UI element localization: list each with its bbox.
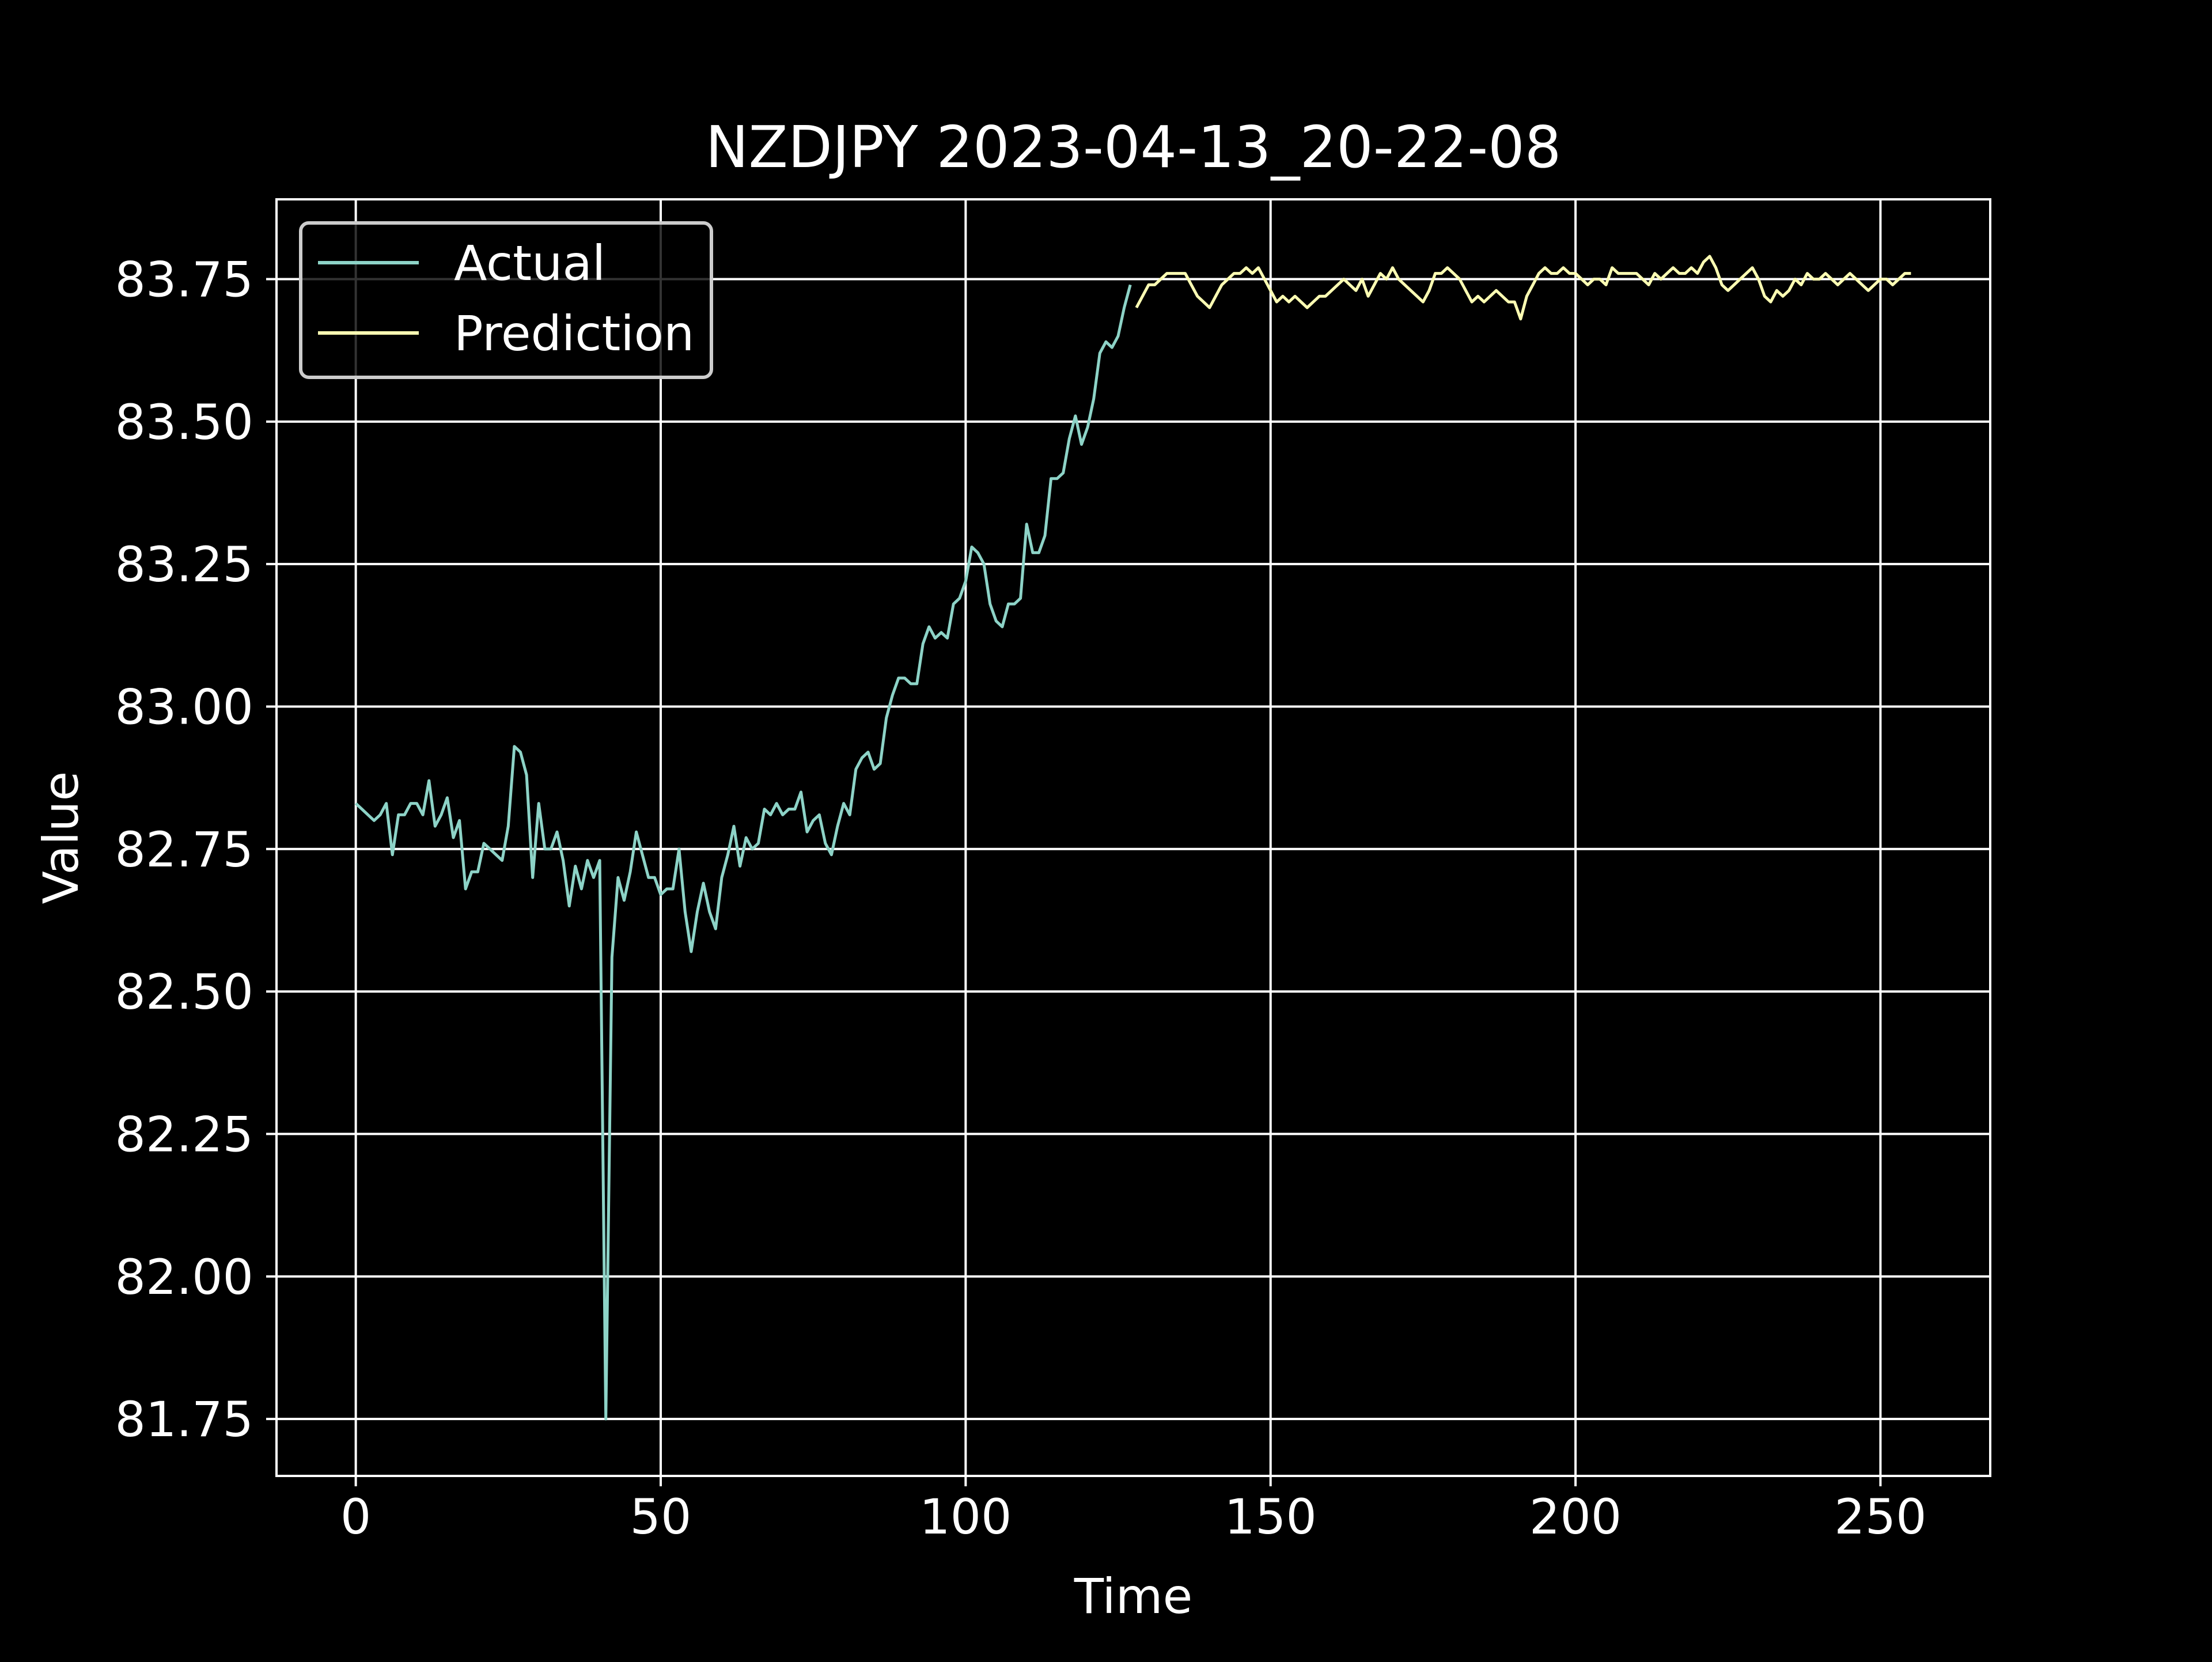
y-tick-label: 82.75 bbox=[115, 821, 253, 878]
plot-frame bbox=[275, 198, 1991, 1477]
x-tick-label: 150 bbox=[1225, 1489, 1317, 1545]
y-axis-ticks: 81.75 82.00 82.25 82.50 82.75 83.00 83.25 83.50… bbox=[115, 252, 276, 1448]
legend-label-prediction: Prediction bbox=[454, 305, 694, 362]
y-tick-label: 82.50 bbox=[115, 964, 253, 1020]
y-tick-label: 82.25 bbox=[115, 1106, 253, 1163]
x-tick-label: 250 bbox=[1834, 1489, 1926, 1545]
actual-series-line bbox=[354, 284, 1132, 1421]
legend-label-actual: Actual bbox=[454, 235, 605, 291]
x-tick-label: 0 bbox=[340, 1489, 371, 1545]
prediction-series-line bbox=[1135, 255, 1911, 321]
y-tick-label: 81.75 bbox=[115, 1391, 253, 1448]
x-tick-label: 200 bbox=[1529, 1489, 1622, 1545]
legend: Actual Prediction bbox=[299, 221, 713, 379]
series-layer bbox=[354, 255, 1911, 1421]
grid-lines bbox=[276, 199, 1990, 1476]
y-tick-label: 83.00 bbox=[115, 679, 253, 735]
y-tick-label: 83.25 bbox=[115, 536, 253, 593]
x-axis-label: Time bbox=[1074, 1568, 1193, 1625]
y-tick-label: 83.75 bbox=[115, 252, 253, 308]
y-tick-label: 82.00 bbox=[115, 1249, 253, 1305]
x-tick-label: 50 bbox=[630, 1489, 692, 1545]
x-tick-label: 100 bbox=[919, 1489, 1012, 1545]
chart-title: NZDJPY 2023-04-13_20-22-08 bbox=[706, 113, 1562, 181]
x-axis-ticks: 0 50 100 150 200 250 bbox=[340, 1476, 1927, 1545]
y-axis-label: Value bbox=[33, 771, 89, 904]
y-tick-label: 83.50 bbox=[115, 394, 253, 450]
